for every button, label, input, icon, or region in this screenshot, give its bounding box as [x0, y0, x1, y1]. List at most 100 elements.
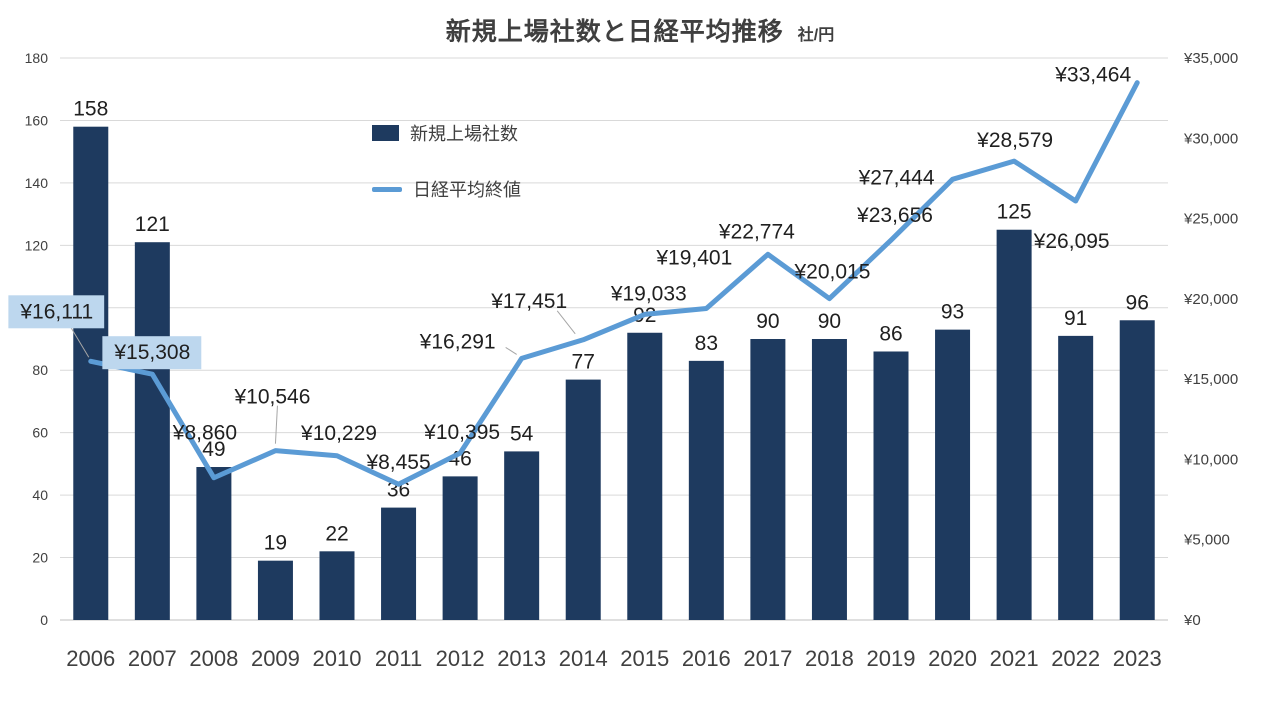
line-value-label: ¥19,401 [655, 246, 732, 269]
x-axis-category-label: 2006 [66, 646, 115, 671]
legend-label-bars: 新規上場社数 [410, 124, 518, 144]
bar-value-label: 46 [448, 447, 471, 470]
bar-value-label: 121 [135, 213, 170, 236]
legend-item-line: 日経平均終値 [372, 176, 521, 202]
x-axis-category-label: 2012 [436, 646, 485, 671]
bar-2013 [504, 451, 540, 620]
x-axis-category-label: 2016 [682, 646, 731, 671]
line-value-label: ¥16,111 [19, 300, 93, 323]
right-axis-tick-label: ¥0 [1183, 612, 1201, 629]
x-axis-category-label: 2020 [928, 646, 977, 671]
bar-2014 [565, 379, 601, 620]
highlighted-label-background [102, 336, 202, 370]
x-axis-category-label: 2023 [1113, 646, 1162, 671]
bar-2021 [996, 229, 1032, 620]
line-value-label: ¥33,464 [1054, 64, 1131, 87]
chart-legend: 新規上場社数 日経平均終値 [372, 120, 521, 202]
bar-value-label: 158 [73, 98, 108, 121]
right-axis-tick-label: ¥25,000 [1183, 211, 1238, 228]
x-axis-category-label: 2010 [313, 646, 362, 671]
right-axis-tick-label: ¥30,000 [1183, 130, 1238, 147]
line-value-label: ¥22,774 [718, 220, 795, 243]
line-value-label: ¥19,033 [610, 282, 687, 305]
bar-value-label: 83 [695, 332, 718, 355]
x-axis-category-label: 2018 [805, 646, 854, 671]
bar-2009 [257, 560, 293, 620]
line-value-label: ¥26,095 [1033, 230, 1110, 253]
left-axis-tick-label: 160 [25, 112, 49, 128]
bar-2022 [1058, 335, 1094, 620]
right-axis-tick-label: ¥10,000 [1183, 451, 1238, 468]
legend-label-line: 日経平均終値 [413, 180, 521, 200]
bar-2012 [442, 476, 478, 620]
line-value-label: ¥15,308 [113, 341, 190, 364]
label-leader-line [70, 327, 90, 358]
nikkei-line [88, 80, 1140, 487]
bar-value-label: 19 [264, 532, 287, 555]
left-axis-tick-label: 140 [25, 175, 49, 191]
bar-2016 [688, 360, 724, 620]
x-axis-category-label: 2014 [559, 646, 608, 671]
bar-2008 [196, 467, 232, 620]
bar-2007 [134, 242, 170, 620]
chart-title-row: 新規上場社数と日経平均推移 社/円 [0, 12, 1280, 48]
x-axis-category-label: 2022 [1051, 646, 1100, 671]
bar-value-label: 54 [510, 422, 534, 445]
left-axis-tick-label: 20 [32, 550, 48, 566]
bar-value-label: 90 [818, 310, 841, 333]
line-value-label: ¥8,455 [365, 451, 430, 474]
x-axis-category-label: 2015 [620, 646, 669, 671]
bar-value-label: 86 [879, 322, 902, 345]
bar-2019 [873, 351, 909, 620]
left-axis-tick-label: 40 [32, 487, 48, 503]
line-value-label: ¥10,395 [423, 421, 500, 444]
left-axis-tick-label: 180 [25, 50, 49, 66]
label-leader-line [274, 405, 278, 444]
bar-value-label: 96 [1126, 291, 1149, 314]
bar-2018 [811, 339, 847, 620]
bar-2006 [73, 126, 109, 620]
bar-value-label: 77 [572, 351, 595, 374]
bar-value-label: 90 [756, 310, 779, 333]
bar-value-label: 36 [387, 479, 410, 502]
line-value-label: ¥23,656 [856, 204, 933, 227]
line-value-label: ¥8,860 [172, 422, 237, 445]
bar-value-label: 49 [202, 438, 225, 461]
left-axis-tick-label: 60 [32, 425, 48, 441]
x-axis-category-label: 2017 [743, 646, 792, 671]
bar-2011 [381, 507, 417, 620]
x-axis-category-label: 2019 [867, 646, 916, 671]
bar-2010 [319, 551, 355, 620]
legend-item-bars: 新規上場社数 [372, 120, 521, 146]
line-value-label: ¥10,229 [300, 422, 377, 445]
bar-value-label: 125 [997, 201, 1032, 224]
bar-2023 [1119, 320, 1155, 620]
label-leader-line [505, 346, 517, 355]
line-value-label: ¥16,291 [419, 330, 496, 353]
left-axis-tick-label: 120 [25, 237, 49, 253]
highlighted-label-background [8, 295, 105, 329]
x-axis-category-label: 2007 [128, 646, 177, 671]
x-axis-category-label: 2013 [497, 646, 546, 671]
bar-value-label: 93 [941, 301, 964, 324]
right-axis-tick-label: ¥20,000 [1183, 291, 1238, 308]
axis-units-label: 社/円 [797, 27, 835, 44]
line-value-label: ¥28,579 [976, 129, 1053, 152]
label-leader-line [556, 310, 576, 335]
x-axis-category-label: 2009 [251, 646, 300, 671]
left-axis-tick-label: 80 [32, 362, 48, 378]
bar-value-label: 22 [325, 522, 348, 545]
x-axis-category-label: 2008 [189, 646, 238, 671]
line-value-label: ¥10,546 [233, 386, 310, 409]
bar-2015 [627, 332, 663, 620]
line-series-swatch-icon [372, 186, 402, 192]
bar-value-label: 91 [1064, 307, 1087, 330]
chart-title: 新規上場社数と日経平均推移 [445, 18, 784, 46]
right-axis-tick-label: ¥15,000 [1183, 371, 1238, 388]
x-axis-category-label: 2011 [375, 646, 422, 671]
line-value-label: ¥20,015 [793, 261, 870, 284]
line-value-label: ¥17,451 [490, 290, 567, 313]
bar-2020 [935, 329, 971, 620]
left-axis-tick-label: 0 [40, 612, 48, 628]
